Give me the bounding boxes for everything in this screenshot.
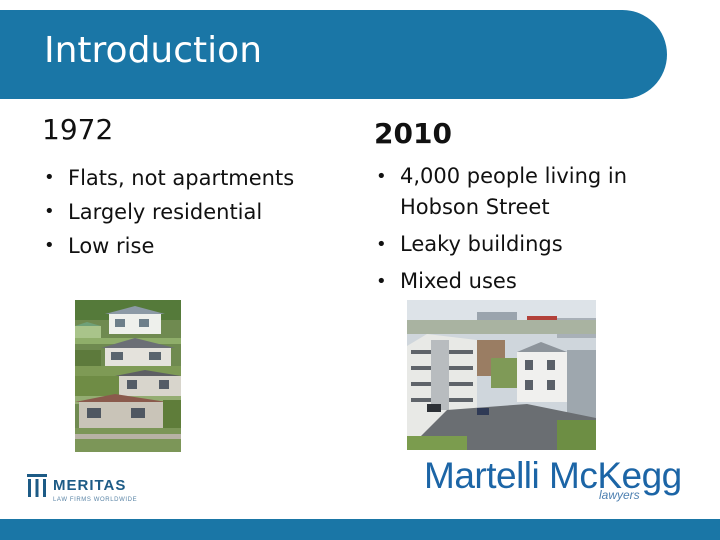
right-column-heading: 2010	[374, 117, 452, 150]
meritas-columns-icon	[27, 474, 47, 497]
right-bullet-list: 4,000 people living in Hobson Street Lea…	[374, 161, 664, 303]
right-bullet-3: Mixed uses	[374, 266, 664, 297]
slide-title: Introduction	[44, 30, 263, 71]
meritas-logo: MERITAS LAW FIRMS WORLDWIDE	[26, 470, 166, 510]
martelli-subtitle: lawyers	[599, 488, 640, 502]
meritas-tagline: LAW FIRMS WORLDWIDE	[53, 497, 138, 503]
martelli-mckegg-wordmark: Martelli McKegg	[424, 455, 682, 496]
left-column-heading: 1972	[42, 113, 114, 146]
martelli-mckegg-logo: Martelli McKegg lawyers	[424, 455, 694, 505]
houses-1972-photo	[75, 300, 181, 452]
left-bullet-list: Flats, not apartments Largely residentia…	[42, 161, 294, 263]
right-bullet-2: Leaky buildings	[374, 229, 664, 260]
apartments-2010-photo	[407, 300, 596, 450]
left-bullet-3: Low rise	[42, 229, 294, 263]
footer-bar	[0, 519, 720, 540]
meritas-wordmark: MERITAS	[53, 477, 127, 494]
right-bullet-1: 4,000 people living in Hobson Street	[374, 161, 664, 223]
left-bullet-1: Flats, not apartments	[42, 161, 294, 195]
left-bullet-2: Largely residential	[42, 195, 294, 229]
title-bar	[0, 10, 667, 99]
